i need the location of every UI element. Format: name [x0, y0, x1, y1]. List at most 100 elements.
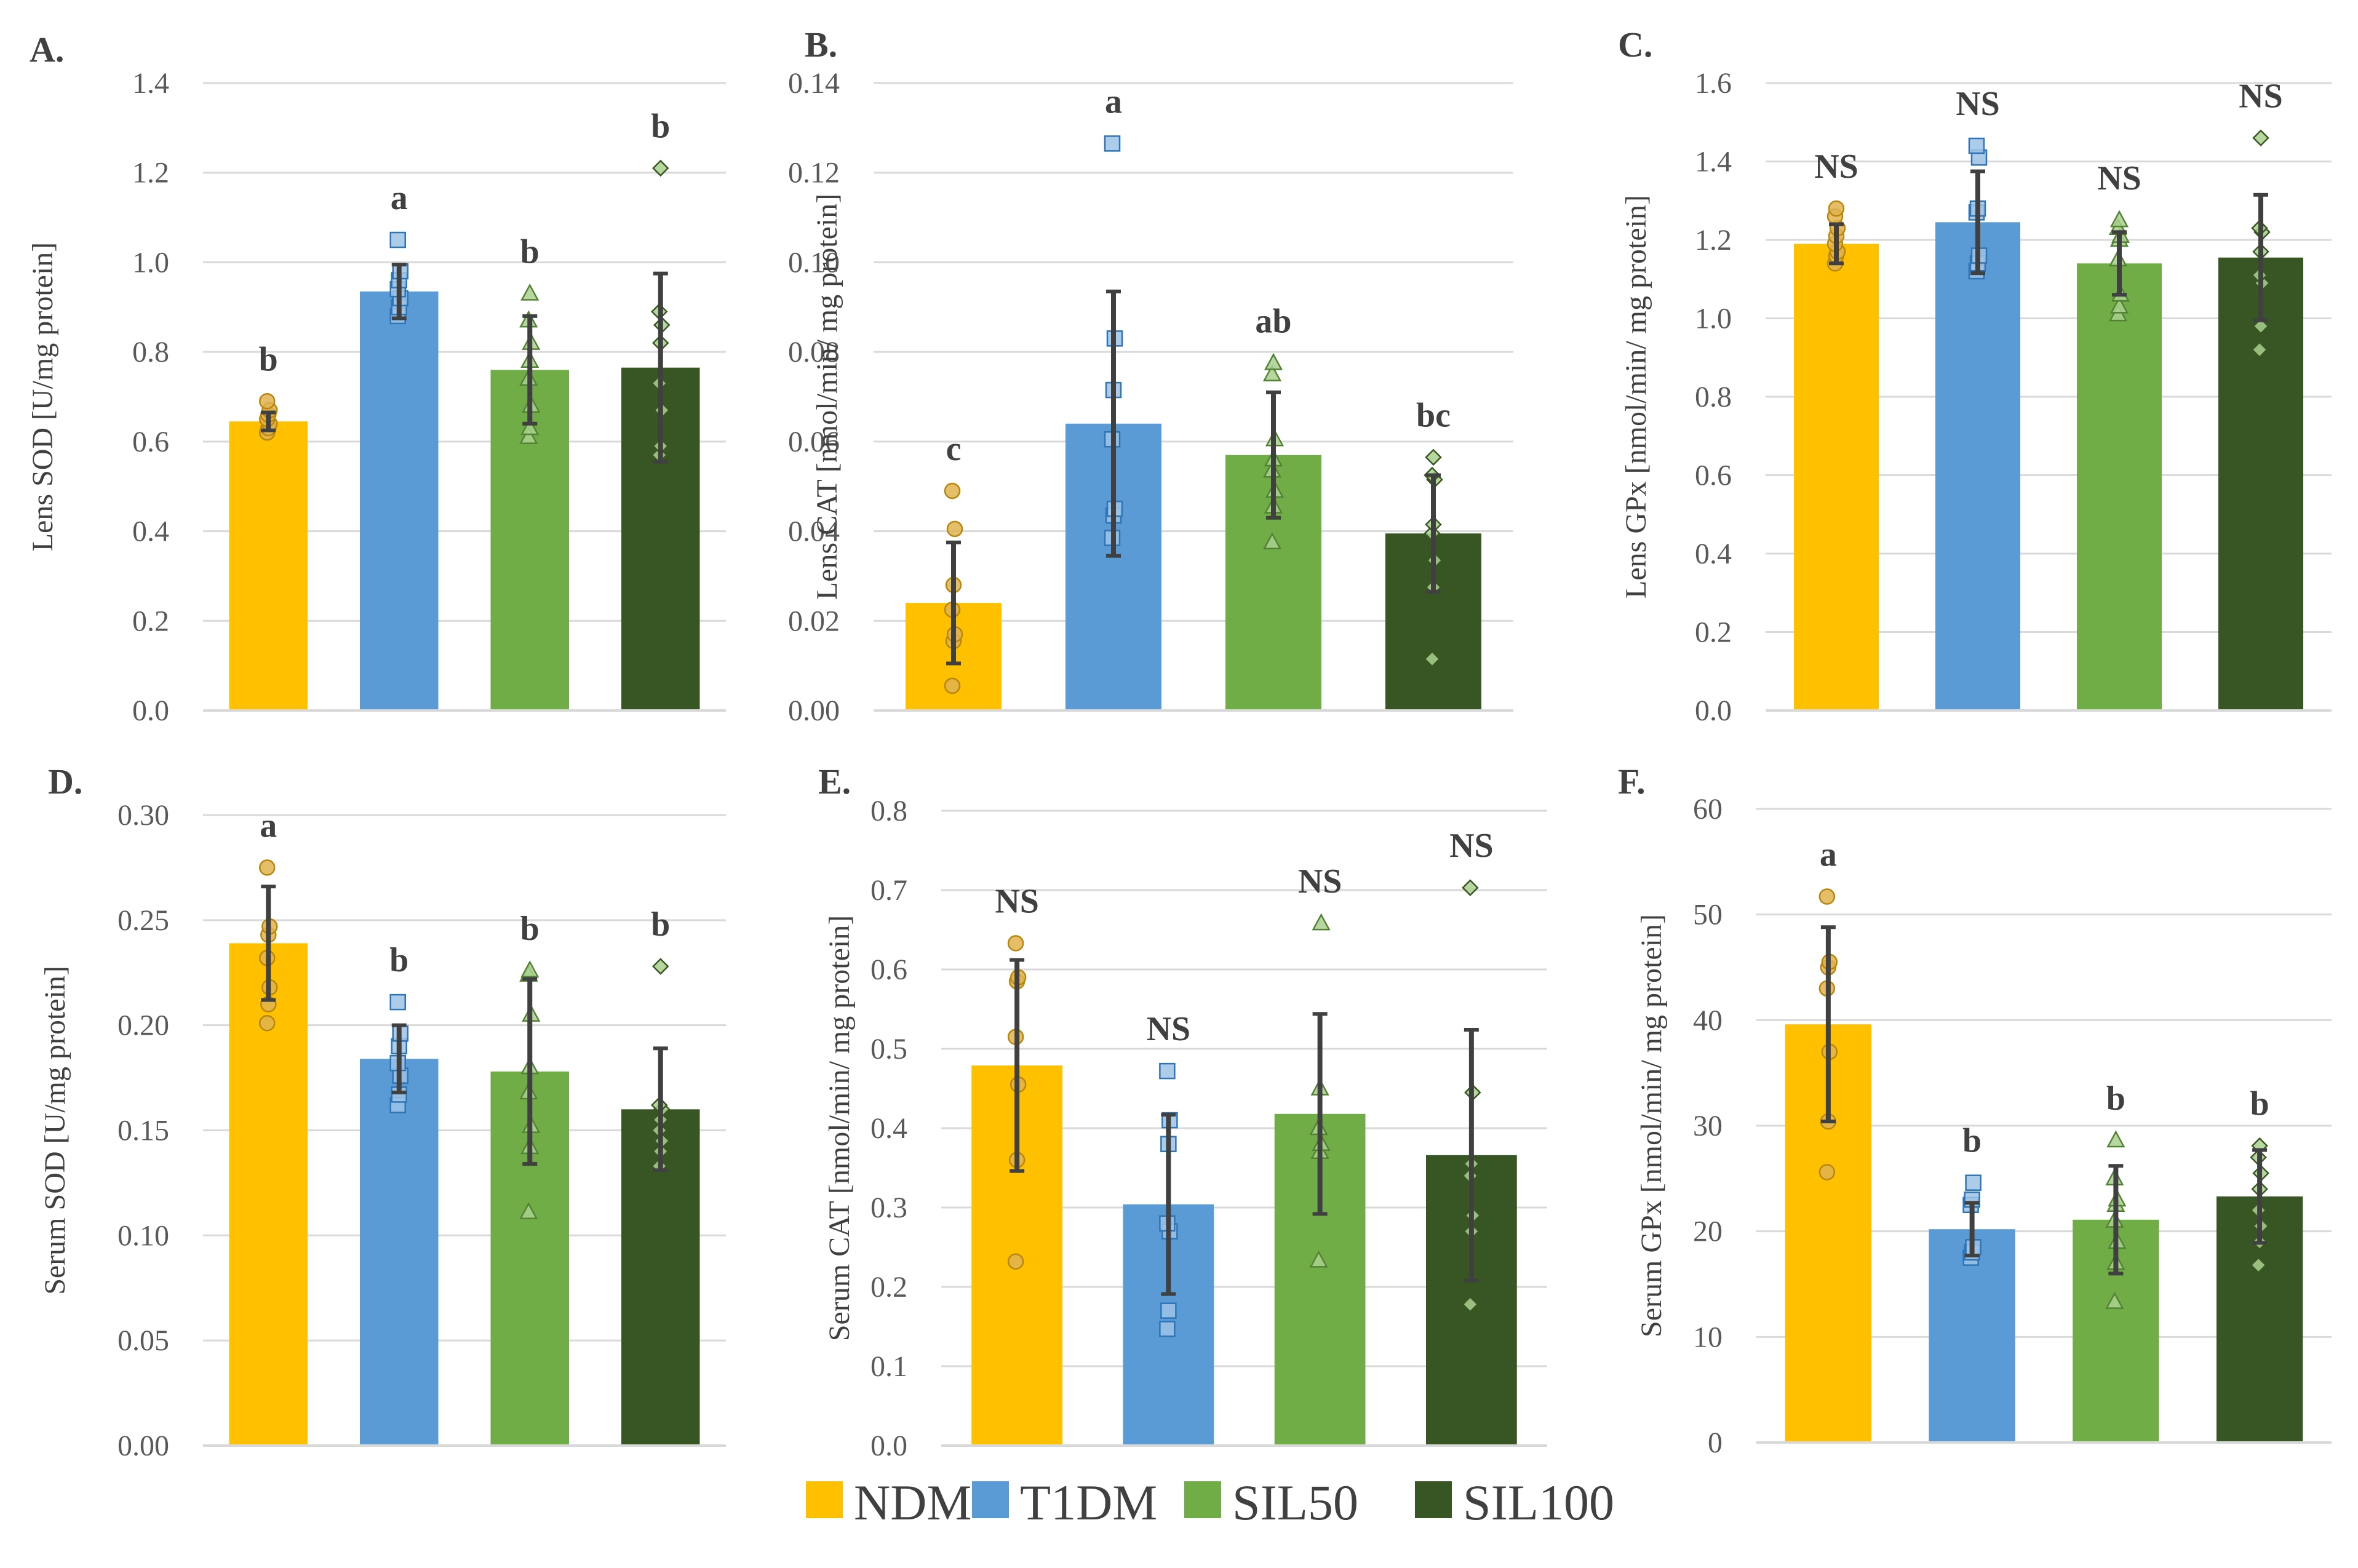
error-bar	[1106, 289, 1121, 558]
data-point	[1262, 532, 1282, 550]
y-tick-label: 0.2	[1695, 616, 1732, 649]
data-point	[2252, 317, 2269, 335]
significance-label: NS	[1956, 85, 2000, 123]
error-bar	[261, 885, 276, 1002]
significance-label: a	[391, 179, 408, 217]
y-tick-label: 0.00	[118, 1430, 169, 1462]
error-bar	[1464, 1028, 1479, 1283]
data-point	[1462, 879, 1479, 896]
bar-sil50	[2077, 263, 2162, 710]
significance-label: b	[651, 905, 670, 944]
significance-label: NS	[1147, 1010, 1191, 1048]
panel-label: E.	[818, 762, 851, 802]
y-axis-label: Serum CAT [nmol/min/ mg protein]	[823, 915, 856, 1341]
y-tick-label: 0	[1708, 1427, 1723, 1459]
y-tick-label: 0.4	[1695, 538, 1732, 570]
y-tick-label: 0.12	[788, 157, 840, 189]
data-point	[1828, 200, 1845, 217]
error-bar	[391, 263, 407, 320]
y-axis-label: Lens GPx [nmol/min/ mg protein]	[1620, 195, 1652, 599]
y-tick-label: 0.02	[788, 605, 840, 637]
y-tick-label: 1.0	[1695, 303, 1732, 335]
y-tick-label: 0.2	[870, 1271, 907, 1303]
data-point	[259, 393, 276, 410]
data-point	[1159, 1062, 1176, 1080]
chart-panel-e: 0.0 0.1 0.2 0.3 0.4 0.5 0.6 0.7 0.8 NS NS NS NS Serum…	[818, 762, 1547, 1462]
y-tick-label: 0.25	[118, 904, 169, 937]
error-bar	[1964, 1201, 1980, 1258]
significance-label: b	[651, 107, 670, 145]
y-tick-label: 0.14	[788, 67, 840, 100]
y-tick-label: 0.4	[132, 515, 169, 548]
data-point	[1424, 650, 1441, 667]
significance-label: a	[1105, 82, 1122, 121]
data-point	[1262, 364, 1282, 381]
y-tick-label: 0.15	[118, 1115, 169, 1147]
y-tick-label: 0.06	[788, 426, 840, 458]
data-point	[519, 426, 538, 444]
y-tick-label: 1.6	[1695, 67, 1732, 100]
legend-label-sil100: SIL100	[1463, 1474, 1614, 1530]
panel-label: C.	[1618, 25, 1652, 65]
significance-label: a	[260, 806, 277, 845]
legend-swatch-sil100	[1415, 1481, 1452, 1518]
y-axis-label: Lens SOD [U/mg protein]	[26, 242, 59, 552]
error-bar	[1266, 390, 1281, 520]
data-point	[1104, 135, 1121, 152]
y-tick-label: 0.0	[870, 1430, 907, 1462]
error-bar	[2252, 1148, 2268, 1245]
data-point	[1425, 448, 1442, 466]
data-point	[259, 1015, 276, 1032]
chart-panel-a: 0.0 0.2 0.4 0.6 0.8 1.0 1.2 1.4 b a b b Lens SOD [U/…	[26, 30, 726, 727]
y-tick-label: 0.6	[1695, 460, 1732, 492]
y-tick-label: 0.3	[870, 1192, 907, 1224]
legend-swatch-t1dm	[972, 1481, 1009, 1518]
data-point	[1818, 888, 1836, 905]
chart-panel-c: 0.0 0.2 0.4 0.6 0.8 1.0 1.2 1.4 1.6 NS NS NS NS Lens …	[1618, 25, 2332, 727]
y-tick-label: 0.2	[132, 605, 169, 637]
data-point	[2252, 129, 2269, 147]
significance-label: NS	[995, 882, 1039, 920]
significance-label: b	[2250, 1085, 2269, 1123]
y-tick-label: 0.6	[132, 426, 169, 458]
data-point	[944, 482, 961, 499]
significance-label: b	[520, 910, 540, 948]
data-point	[651, 159, 669, 177]
data-point	[1160, 1302, 1177, 1319]
panel-label: B.	[805, 25, 837, 65]
significance-label: b	[1962, 1122, 1982, 1160]
y-tick-label: 30	[1693, 1110, 1723, 1142]
y-tick-label: 1.4	[132, 67, 169, 100]
error-bar	[653, 271, 668, 464]
y-tick-label: 20	[1693, 1216, 1723, 1248]
y-axis-label: Lens CAT [nmol/min/ mg protein]	[811, 194, 843, 600]
error-bar	[1312, 1012, 1328, 1216]
y-tick-label: 1.2	[1695, 224, 1732, 257]
significance-label: ab	[1255, 302, 1291, 340]
data-point	[1968, 137, 1985, 154]
panel-label: D.	[48, 762, 82, 802]
significance-label: a	[1820, 835, 1837, 874]
y-tick-label: 10	[1693, 1321, 1723, 1353]
significance-label: b	[2106, 1080, 2125, 1118]
legend: NDM T1DM SIL50 SIL100	[806, 1474, 1614, 1530]
y-tick-label: 0.08	[788, 336, 840, 368]
legend-swatch-ndm	[806, 1481, 843, 1518]
significance-label: NS	[1814, 148, 1858, 186]
error-bar	[2253, 193, 2268, 322]
y-tick-label: 60	[1693, 793, 1723, 826]
y-tick-label: 0.00	[788, 694, 840, 727]
significance-label: NS	[2097, 159, 2141, 197]
y-tick-label: 1.4	[1695, 146, 1732, 178]
error-bar	[1820, 925, 1836, 1124]
data-point	[944, 677, 961, 694]
data-point	[1818, 1164, 1836, 1180]
y-tick-label: 0.20	[118, 1009, 169, 1042]
data-point	[1462, 1295, 1479, 1313]
error-bar	[1970, 169, 1985, 276]
data-point	[1159, 1321, 1176, 1337]
panel-label: F.	[1618, 762, 1646, 802]
bar-ndm	[229, 421, 308, 710]
y-tick-label: 0.6	[870, 953, 907, 986]
